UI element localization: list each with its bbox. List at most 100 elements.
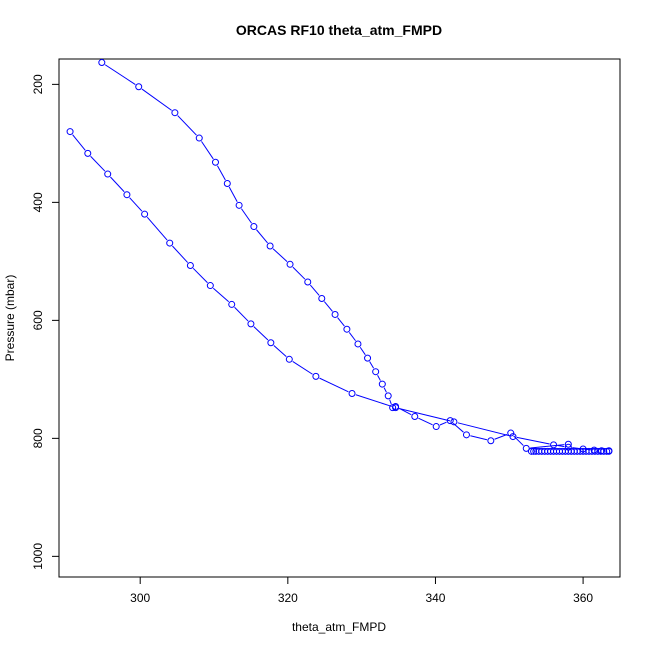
series-segment <box>104 64 136 85</box>
series-segment <box>201 141 214 160</box>
data-point <box>411 413 419 421</box>
series-segment <box>513 435 524 446</box>
data-point <box>247 320 255 328</box>
series-segment <box>192 267 208 284</box>
series-segment <box>234 306 249 322</box>
data-point <box>286 260 294 268</box>
series-segment <box>470 435 488 441</box>
series-segment <box>369 361 375 369</box>
data-point <box>372 368 380 376</box>
x-axis-label: theta_atm_FMPD <box>292 620 386 634</box>
data-point <box>312 372 320 380</box>
data-point <box>507 429 515 437</box>
series-segment <box>273 345 287 358</box>
data-point <box>250 223 258 231</box>
x-tick-label: 340 <box>425 591 445 605</box>
data-point <box>166 239 174 247</box>
data-point <box>378 380 386 388</box>
data-point <box>331 310 339 318</box>
data-point <box>600 447 608 455</box>
data-point <box>450 418 458 426</box>
data-point <box>343 325 351 333</box>
data-point <box>392 404 400 412</box>
series-segment <box>337 317 345 327</box>
series-segment <box>399 408 451 422</box>
data-point <box>186 261 194 269</box>
data-point <box>211 158 219 166</box>
data-point <box>354 340 362 348</box>
data-point <box>522 444 530 452</box>
data-point <box>228 300 236 308</box>
data-point <box>462 431 470 439</box>
data-point <box>66 128 74 136</box>
series-segment <box>90 155 106 172</box>
series-segment <box>72 134 86 151</box>
data-point <box>171 109 179 117</box>
data-point <box>267 339 275 347</box>
y-axis-label: Pressure (mbar) <box>3 275 17 362</box>
data-point <box>304 278 312 286</box>
series-segment <box>253 326 269 341</box>
series-segment <box>292 266 306 280</box>
data-point <box>98 59 106 67</box>
series-segment <box>457 422 510 437</box>
data-point <box>509 433 517 441</box>
x-tick-label: 360 <box>573 591 593 605</box>
series-segment <box>319 377 349 393</box>
data-point <box>206 282 214 290</box>
data-point <box>527 447 535 455</box>
series-segment <box>212 287 230 303</box>
series-segment <box>359 346 366 356</box>
series-segment <box>377 374 381 381</box>
series-segment <box>141 88 172 111</box>
data-point <box>104 170 112 178</box>
series-segment <box>309 284 320 296</box>
data-point <box>195 134 203 142</box>
data-point <box>384 392 392 400</box>
data-point <box>530 447 538 455</box>
data-point <box>123 191 131 199</box>
series-segment <box>172 245 189 263</box>
series-segment <box>292 361 313 375</box>
series-segment <box>129 197 143 212</box>
series-segment <box>272 248 288 262</box>
series-segment <box>418 417 433 426</box>
data-point <box>135 83 143 91</box>
x-tick-label: 300 <box>130 591 150 605</box>
data-point <box>348 390 356 398</box>
series-segment <box>240 208 253 224</box>
data-point <box>84 149 92 157</box>
series-segment <box>323 301 333 312</box>
data-point <box>318 295 326 303</box>
y-tick-label: 800 <box>31 428 45 448</box>
series-segment <box>389 399 392 405</box>
y-axis: 200 400 600 800 1000 <box>31 74 60 570</box>
data-point <box>432 423 440 431</box>
series-segment <box>146 216 168 241</box>
series-segment <box>216 165 226 181</box>
series-1 <box>98 59 572 452</box>
x-tick-label: 320 <box>278 591 298 605</box>
data-point <box>487 437 495 445</box>
data-point <box>285 355 293 363</box>
series-segment <box>383 387 387 393</box>
data-point <box>603 447 611 455</box>
series-layer <box>66 59 613 455</box>
series-segment <box>256 229 268 244</box>
series-segment <box>355 394 392 407</box>
data-point <box>564 440 572 448</box>
x-axis: 300 320 340 360 <box>130 576 593 605</box>
series-segment <box>348 332 356 342</box>
y-tick-label: 600 <box>31 310 45 330</box>
series-segment <box>228 186 238 203</box>
data-point <box>364 354 372 362</box>
y-tick-label: 200 <box>31 74 45 94</box>
data-point <box>605 447 613 455</box>
data-point <box>223 179 231 187</box>
series-segment <box>177 115 197 136</box>
series-segment <box>516 436 550 445</box>
series-segment <box>110 176 125 193</box>
y-tick-label: 1000 <box>31 543 45 570</box>
